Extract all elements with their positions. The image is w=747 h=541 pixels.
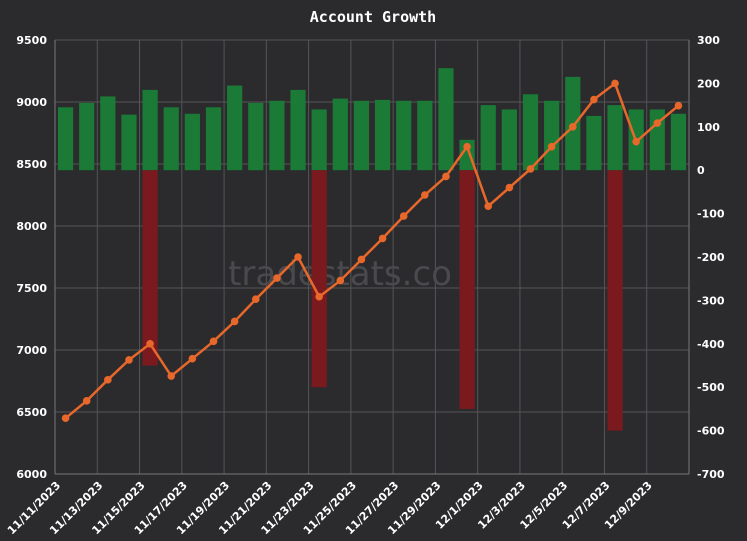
balance-point (399, 212, 408, 220)
balance-point (484, 202, 493, 210)
pnl-bar (353, 100, 370, 171)
pnl-bar (57, 107, 74, 171)
pnl-bar (480, 105, 496, 171)
balance-point (526, 165, 535, 173)
pnl-bar (332, 98, 348, 171)
balance-point (357, 255, 366, 264)
watermark: tradestats.co (228, 254, 452, 294)
pnl-bar (586, 115, 602, 171)
pnl-bar (100, 96, 116, 171)
balance-line (64, 81, 680, 420)
grid-layer (54, 39, 690, 475)
pnl-bar (522, 94, 539, 171)
right-tick-label: -500 (697, 381, 725, 394)
balance-point (209, 337, 218, 346)
balance-point (82, 397, 91, 405)
balance-point (104, 375, 112, 384)
left-tick-label: 9000 (16, 96, 47, 109)
pnl-bar (205, 107, 222, 171)
balance-point (590, 95, 598, 104)
balance-point (632, 137, 640, 146)
left-tick-label: 6000 (16, 468, 47, 481)
pnl-bar (121, 114, 137, 171)
left-tick-label: 6500 (16, 406, 47, 419)
right-axis: -700 -600 -500 -400 -300 -200 -100 0 100 200 300 (697, 34, 725, 481)
pnl-bar (227, 85, 243, 171)
right-tick-label: 100 (697, 121, 720, 134)
pnl-bar-negative (607, 170, 623, 431)
balance-point (421, 191, 429, 199)
right-tick-label: -100 (697, 208, 725, 221)
balance-point (463, 142, 471, 151)
left-tick-label: 7500 (16, 282, 47, 295)
left-tick-label: 9500 (16, 34, 47, 47)
balance-point (273, 274, 281, 282)
pnl-bar (417, 100, 433, 171)
balance-point (146, 340, 154, 348)
right-tick-label: 0 (697, 164, 705, 177)
pnl-bar (544, 100, 560, 171)
pnl-bar (649, 109, 665, 171)
balance-point (442, 172, 450, 181)
balance-point (611, 79, 619, 88)
balance-line-layer (61, 79, 683, 423)
chart-title: Account Growth (310, 8, 436, 26)
pnl-bar (374, 99, 391, 171)
balance-point (505, 183, 514, 192)
balance-point (336, 276, 345, 285)
x-axis: 11/11/202311/13/202311/15/202311/17/2023… (5, 479, 655, 537)
pnl-bar (184, 113, 200, 171)
right-tick-label: -200 (697, 251, 725, 264)
balance-point (547, 142, 556, 151)
left-axis: 6000 6500 7000 7500 8000 8500 9000 9500 (16, 34, 47, 481)
balance-point (378, 234, 387, 243)
balance-point (61, 414, 70, 423)
pnl-bar (459, 139, 475, 171)
pnl-bar (670, 113, 687, 171)
pnl-bar (142, 89, 158, 171)
balance-point (568, 123, 577, 131)
pnl-bar-negative (459, 170, 475, 409)
pnl-bar (290, 89, 306, 171)
pnl-bar (311, 109, 327, 171)
right-tick-label: 300 (697, 34, 720, 47)
bar-layer (57, 68, 687, 431)
pnl-bar (163, 107, 179, 171)
right-tick-label: -700 (697, 468, 725, 481)
pnl-bar-negative (311, 170, 327, 388)
balance-point (653, 119, 662, 127)
balance-point (125, 356, 133, 364)
right-tick-label: -300 (697, 294, 725, 307)
right-tick-label: -400 (697, 338, 725, 351)
pnl-bar (607, 105, 623, 171)
pnl-bar (501, 109, 517, 171)
pnl-bar (396, 100, 412, 171)
right-tick-label: -600 (697, 425, 725, 438)
pnl-bar (248, 102, 264, 171)
right-tick-label: 200 (697, 77, 720, 90)
left-tick-label: 8500 (16, 158, 47, 171)
balance-point (251, 295, 260, 303)
pnl-bar (438, 68, 454, 171)
balance-point (315, 292, 323, 301)
balance-point (674, 101, 683, 110)
left-tick-label: 8000 (16, 220, 47, 233)
balance-point (294, 253, 302, 261)
balance-point (167, 372, 176, 380)
left-tick-label: 7000 (16, 344, 47, 357)
balance-point (188, 354, 197, 363)
pnl-bar (79, 102, 95, 171)
pnl-bar-negative (142, 170, 158, 366)
pnl-bar (269, 100, 285, 171)
balance-point (230, 317, 239, 326)
